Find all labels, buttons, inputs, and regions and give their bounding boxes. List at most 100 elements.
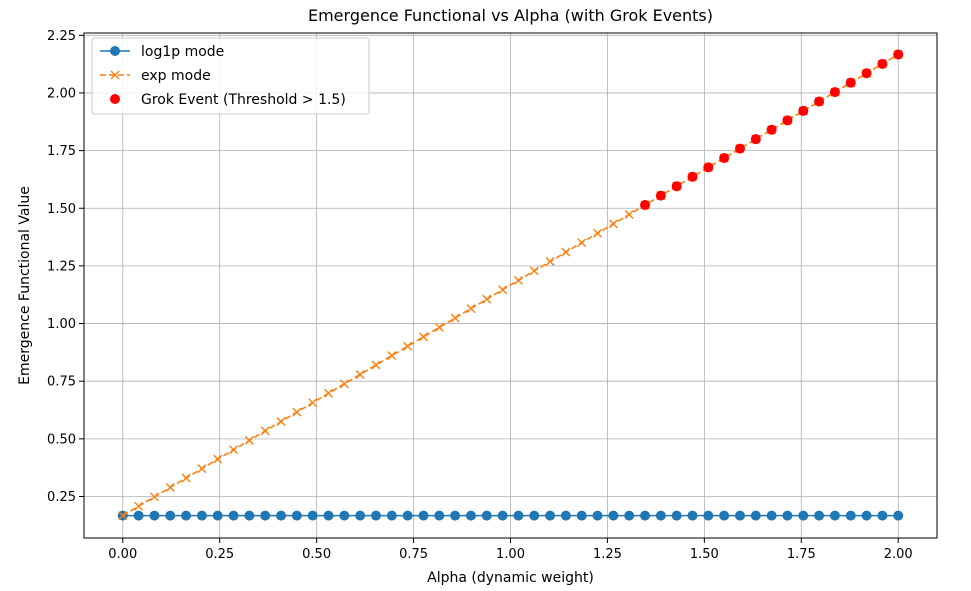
log1p-mode-point <box>545 510 556 521</box>
exp-mode-point <box>165 482 175 492</box>
log1p-mode-point <box>497 510 508 521</box>
legend-marker-grok-event <box>110 94 120 104</box>
log1p-mode-point <box>719 510 730 521</box>
log1p-mode-point <box>481 510 492 521</box>
y-tick-label: 1.50 <box>47 202 76 217</box>
log1p-mode-point <box>687 510 698 521</box>
grok-event-point <box>640 200 651 211</box>
log1p-mode-point <box>291 510 302 521</box>
legend-label: log1p mode <box>141 44 224 60</box>
legend-entry-grok-event: Grok Event (Threshold > 1.5) <box>110 92 346 108</box>
legend-marker-exp-mode <box>110 70 120 80</box>
log1p-mode-point <box>149 510 160 521</box>
grid <box>84 33 937 538</box>
series-layer <box>117 49 904 521</box>
log1p-mode-point <box>370 510 381 521</box>
x-tick-label: 1.00 <box>496 547 525 562</box>
x-tick-label: 1.50 <box>690 547 719 562</box>
log1p-mode-point <box>307 510 318 521</box>
log1p-mode-point <box>165 510 176 521</box>
log1p-mode-point <box>893 510 904 521</box>
grok-event-point <box>814 96 825 107</box>
log1p-mode-point <box>734 510 745 521</box>
legend-entry-log1p-mode: log1p mode <box>100 44 224 60</box>
x-tick-label: 0.00 <box>108 547 137 562</box>
y-tick-label: 0.50 <box>47 432 76 447</box>
x-tick-label: 1.25 <box>593 547 622 562</box>
ticks: 0.00 0.25 0.50 0.75 1.00 1.25 1.50 1.75 2.00 0.25… <box>47 29 913 562</box>
log1p-mode-point <box>228 510 239 521</box>
grok-event-point <box>766 124 777 135</box>
log1p-mode-point <box>450 510 461 521</box>
exp-mode-point <box>339 379 349 389</box>
log1p-mode-point <box>434 510 445 521</box>
legend-box <box>91 37 370 115</box>
exp-mode-point <box>482 294 492 304</box>
y-tick-label: 2.00 <box>47 86 76 101</box>
legend-entry-exp-mode: exp mode <box>100 68 211 84</box>
exp-mode-point <box>118 511 128 521</box>
exp-mode-point <box>545 257 555 267</box>
y-tick-label: 1.25 <box>47 259 76 274</box>
y-tick-label: 0.75 <box>47 375 76 390</box>
exp-mode-point <box>529 266 539 276</box>
log1p-mode-point <box>845 510 856 521</box>
exp-mode-point <box>450 313 460 323</box>
y-axis-label: Emergence Functional Value <box>17 186 33 385</box>
x-tick-label: 2.00 <box>884 547 913 562</box>
exp-mode-point <box>387 351 397 361</box>
exp-mode-point <box>403 341 413 351</box>
exp-mode-point <box>561 247 571 257</box>
grok-event-point <box>671 181 682 192</box>
log1p-mode-point <box>703 510 714 521</box>
log1p-mode-point <box>402 510 413 521</box>
log1p-mode-point <box>323 510 334 521</box>
grok-event-point <box>861 68 872 79</box>
grok-event-point <box>703 162 714 173</box>
log1p-mode-point <box>260 510 271 521</box>
y-tick-label: 1.75 <box>47 144 76 159</box>
log1p-mode-point <box>276 510 287 521</box>
log1p-mode-point <box>576 510 587 521</box>
grok-event-point <box>719 152 730 163</box>
log1p-mode-point <box>750 510 761 521</box>
log1p-mode-point <box>513 510 524 521</box>
exp-mode-point <box>466 304 476 314</box>
legend-label: exp mode <box>141 68 211 84</box>
exp-mode-point <box>197 464 207 474</box>
log1p-mode-point <box>877 510 888 521</box>
x-tick-label: 0.50 <box>302 547 331 562</box>
grok-event-point <box>845 77 856 88</box>
exp-mode-point <box>624 209 634 219</box>
log1p-mode-point <box>782 510 793 521</box>
grok-event-point <box>798 105 809 116</box>
exp-mode-point <box>608 219 618 229</box>
log1p-mode-point <box>766 510 777 521</box>
log1p-mode-point <box>339 510 350 521</box>
log1p-mode-point <box>386 510 397 521</box>
log1p-mode-point <box>798 510 809 521</box>
log1p-mode-point <box>671 510 682 521</box>
exp-mode-point <box>593 228 603 238</box>
exp-mode-point <box>244 435 254 445</box>
exp-mode-point <box>577 238 587 248</box>
exp-mode-point <box>513 275 523 285</box>
exp-mode-point <box>260 426 270 436</box>
legend-marker-log1p-mode <box>110 46 120 56</box>
exp-mode-point <box>355 369 365 379</box>
exp-mode-point <box>229 445 239 455</box>
exp-mode-point <box>292 407 302 417</box>
log1p-mode-point <box>355 510 366 521</box>
log1p-mode-point <box>608 510 619 521</box>
y-tick-label: 2.25 <box>47 29 76 44</box>
exp-mode-point <box>213 454 223 464</box>
chart-title: Emergence Functional vs Alpha (with Grok… <box>308 6 713 25</box>
y-tick-label: 1.00 <box>47 317 76 332</box>
grok-event-point <box>734 143 745 154</box>
grok-event-point <box>893 49 904 60</box>
log1p-mode-point <box>640 510 651 521</box>
x-tick-label: 0.75 <box>399 547 428 562</box>
log1p-mode-point <box>861 510 872 521</box>
grok-event-point <box>829 87 840 98</box>
grok-event-point <box>655 190 666 201</box>
